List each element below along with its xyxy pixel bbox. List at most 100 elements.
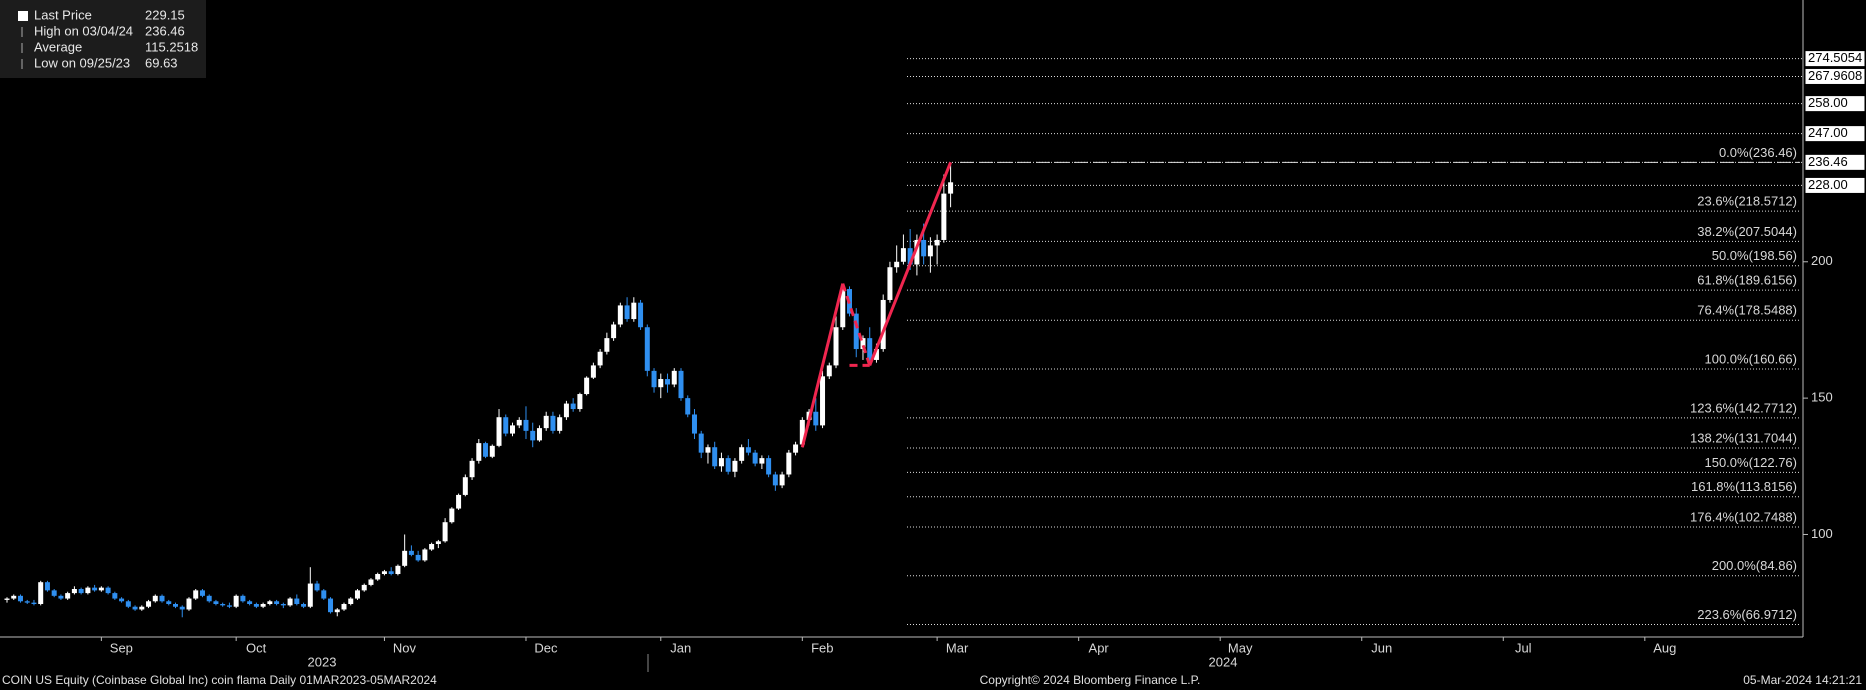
price-tag-box — [1804, 153, 1866, 171]
y-tick-label: 200 — [1811, 253, 1833, 268]
fib-label: 23.6%(218.5712) — [1697, 194, 1797, 209]
candle-body — [179, 606, 185, 610]
candle-body — [408, 550, 414, 555]
trend-line — [800, 283, 845, 448]
candle-body — [294, 598, 300, 605]
candle-body — [462, 477, 468, 495]
candle-body — [334, 609, 340, 613]
candle-body — [691, 414, 697, 434]
x-tick-label: Jul — [1515, 640, 1532, 655]
candle-body — [921, 239, 927, 257]
candle-body — [199, 590, 205, 596]
legend-name: Average — [34, 39, 82, 54]
fib-label: 38.2%(207.5044) — [1697, 224, 1797, 239]
legend-swatch — [18, 11, 28, 21]
candle-body — [948, 182, 954, 194]
candle-body — [253, 604, 259, 607]
candle-body — [65, 593, 71, 599]
candle-body — [631, 302, 637, 320]
candle-body — [685, 398, 691, 415]
y-tick-label: 100 — [1811, 526, 1833, 541]
candle-body — [361, 584, 367, 591]
candle-body — [146, 601, 152, 607]
candle-body — [597, 351, 603, 366]
x-tick-label: Oct — [246, 640, 267, 655]
footer-left: COIN US Equity (Coinbase Global Inc) coi… — [2, 673, 437, 687]
candle-body — [563, 403, 569, 418]
candle-body — [671, 370, 677, 385]
candle-body — [307, 583, 313, 607]
candle-body — [584, 377, 590, 395]
x-tick-label: Dec — [534, 640, 558, 655]
candle-body — [301, 604, 307, 607]
candle-body — [543, 415, 549, 429]
candle-body — [873, 349, 879, 360]
candle-body — [31, 602, 37, 605]
candle-body — [894, 261, 900, 268]
candle-body — [550, 415, 556, 431]
candle-body — [354, 590, 360, 599]
candle-body — [914, 239, 920, 265]
candle-body — [510, 425, 515, 434]
candle-body — [240, 595, 246, 602]
candle-body — [557, 417, 563, 431]
price-tag-box — [1804, 176, 1866, 194]
candle-body — [206, 595, 212, 602]
candle-body — [934, 239, 940, 246]
candle-body — [58, 595, 64, 599]
candle-body — [139, 606, 145, 610]
candle-body — [166, 601, 172, 605]
candle-body — [4, 598, 10, 600]
candle-body — [422, 549, 428, 561]
legend-value: 69.63 — [145, 55, 178, 70]
x-tick-label: Apr — [1089, 640, 1110, 655]
price-tag: 267.9608 — [1808, 68, 1862, 83]
candle-body — [375, 574, 381, 580]
candle-body — [85, 587, 91, 594]
price-tag: 236.46 — [1808, 154, 1848, 169]
candle-body — [907, 248, 913, 265]
x-tick-label: Feb — [811, 640, 833, 655]
candle-body — [766, 458, 772, 475]
candle-body — [516, 419, 522, 426]
candle-body — [435, 541, 441, 545]
candle-body — [159, 595, 165, 602]
legend-name: Last Price — [34, 7, 92, 22]
x-tick-label: Jan — [670, 640, 691, 655]
candle-body — [92, 587, 98, 591]
legend-name: Low on 09/25/23 — [34, 55, 130, 70]
candle-body — [24, 601, 30, 603]
candle-body — [927, 245, 933, 257]
candle-body — [725, 458, 731, 472]
candle-body — [348, 598, 354, 605]
candle-body — [611, 324, 617, 339]
fib-label: 223.6%(66.9712) — [1697, 607, 1797, 622]
fib-label: 150.0%(122.76) — [1704, 455, 1797, 470]
candle-body — [590, 365, 596, 378]
x-tick-label: Sep — [110, 640, 133, 655]
legend-value: 115.2518 — [145, 39, 198, 54]
fib-label: 161.8%(113.8156) — [1691, 479, 1797, 494]
candle-body — [442, 522, 448, 542]
candle-body — [624, 305, 630, 320]
candle-body — [826, 365, 832, 377]
price-tag: 247.00 — [1808, 125, 1848, 140]
candle-body — [604, 338, 610, 352]
candle-body — [152, 595, 158, 602]
candle-body — [638, 302, 644, 328]
candle-body — [233, 595, 239, 607]
candle-body — [173, 604, 178, 607]
candle-body — [381, 571, 387, 575]
candle-body — [247, 601, 253, 605]
footer-center: Copyright© 2024 Bloomberg Finance L.P. — [980, 673, 1201, 687]
candle-body — [853, 313, 859, 350]
candle-body — [793, 444, 799, 453]
candle-body — [530, 430, 536, 441]
candle-body — [712, 447, 718, 467]
legend-name: High on 03/04/24 — [34, 23, 133, 38]
price-tag: 274.5054 — [1808, 50, 1862, 65]
x-tick-label: Jun — [1371, 640, 1392, 655]
candle-body — [941, 193, 947, 240]
candle-body — [260, 604, 266, 607]
